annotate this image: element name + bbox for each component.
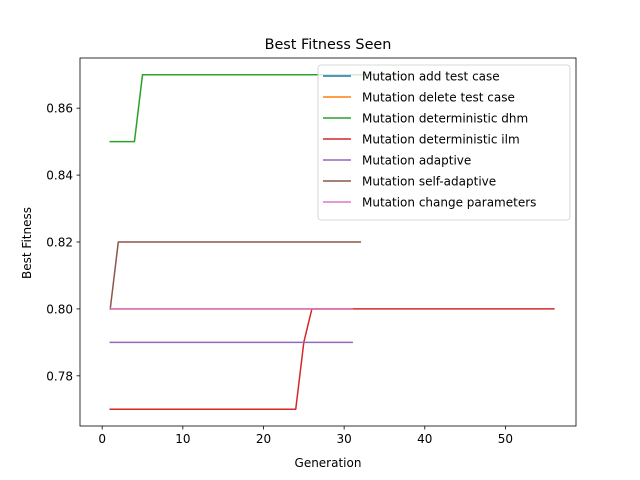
x-tick-label: 0 xyxy=(98,432,106,446)
y-tick-label: 0.78 xyxy=(46,369,73,383)
legend-label: Mutation deterministic ilm xyxy=(362,133,520,147)
x-axis-label: Generation xyxy=(295,456,362,470)
series-line-3 xyxy=(109,73,402,143)
x-tick-label: 40 xyxy=(417,432,432,446)
legend-label: Mutation adaptive xyxy=(362,154,471,168)
legend-box xyxy=(317,64,571,221)
x-tick-label: 10 xyxy=(175,432,190,446)
y-tick-label: 0.86 xyxy=(46,102,73,116)
legend: Mutation add test case Mutation delete te… xyxy=(317,64,571,221)
x-tick-label: 30 xyxy=(336,432,351,446)
series-line-6 xyxy=(109,241,362,310)
x-tick-label: 20 xyxy=(256,432,271,446)
plot-frame xyxy=(79,57,577,427)
chart-title: Best Fitness Seen xyxy=(265,37,392,53)
legend-label: Mutation deterministic dhm xyxy=(362,112,528,126)
legend-label: Mutation delete test case xyxy=(362,91,515,105)
y-tick-label: 0.82 xyxy=(46,236,73,250)
y-axis: 0.78 0.80 0.82 0.84 0.86 xyxy=(46,102,80,383)
legend-label: Mutation add test case xyxy=(362,70,500,84)
x-tick-label: 50 xyxy=(498,432,513,446)
y-tick-label: 0.80 xyxy=(46,302,73,316)
y-axis-label: Best Fitness xyxy=(20,207,34,279)
x-axis: 0 10 20 30 40 50 xyxy=(98,426,513,446)
legend-label: Mutation self-adaptive xyxy=(362,175,496,189)
y-tick-label: 0.84 xyxy=(46,169,73,183)
series-lines xyxy=(109,73,555,411)
legend-label: Mutation change parameters xyxy=(362,196,536,210)
